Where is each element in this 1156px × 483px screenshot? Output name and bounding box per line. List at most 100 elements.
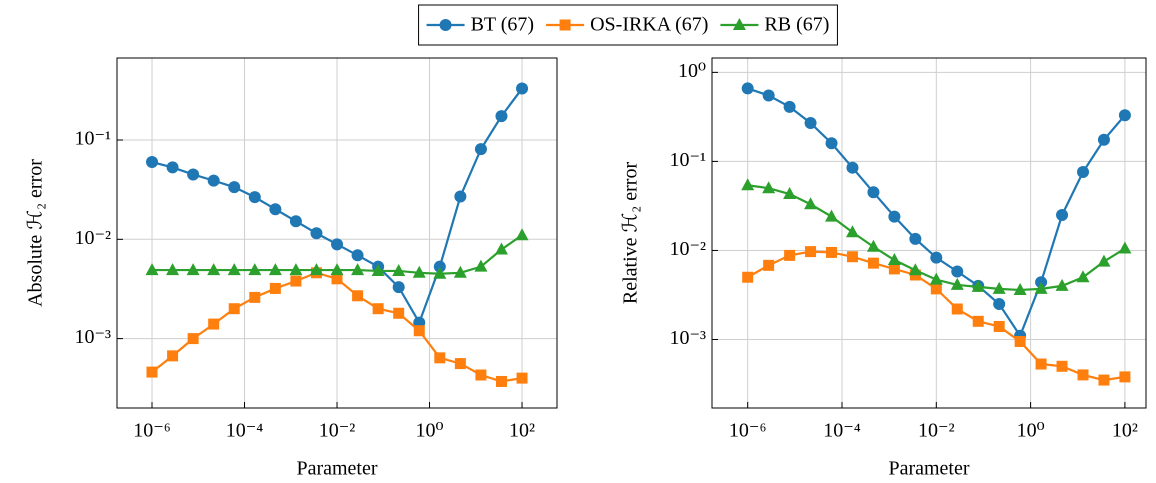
marker [846,251,858,263]
plot-frame [116,57,558,409]
marker [971,279,985,292]
marker [413,325,425,337]
marker [732,18,746,30]
marker [269,282,281,294]
marker [804,197,818,210]
y-tick-label: 10⁻² [74,227,111,249]
y-tick-label: 10⁻³ [669,327,706,349]
legend-item: RB (67) [720,14,829,36]
marker [1118,241,1132,254]
marker [992,281,1006,294]
marker [228,303,240,315]
marker [741,82,754,95]
marker [372,303,384,315]
marker [166,161,179,174]
marker [805,246,817,258]
x-tick-label: 10⁻⁶ [729,420,767,442]
marker [248,191,261,204]
marker [227,263,241,276]
x-tick-label: 10⁻² [918,420,955,442]
marker [1055,278,1069,291]
legend: BT (67) OS-IRKA (67) RB (67) [418,4,838,46]
marker [929,272,943,285]
y-axis-label: Relative ℋ₂ error [620,162,642,305]
marker [454,190,467,203]
marker [330,263,344,276]
legend-label: OS-IRKA (67) [590,14,708,36]
marker [494,242,508,255]
marker [371,263,385,276]
marker [392,281,405,294]
marker [310,227,323,240]
marker [1097,133,1110,146]
x-tick-label: 10² [509,420,535,442]
marker [392,263,406,276]
x-tick-label: 10⁻² [319,420,356,442]
legend-item: BT (67) [426,14,535,36]
marker [826,246,838,258]
marker [439,19,452,31]
marker [516,82,529,95]
marker [783,100,796,113]
marker [208,318,220,330]
y-tick-label: 10⁰ [678,60,706,82]
marker [248,263,262,276]
legend-frame [418,4,838,46]
x-tick-label: 10⁻⁴ [226,420,264,442]
legend-label: RB (67) [764,14,829,36]
marker [351,263,365,276]
marker [454,358,466,370]
marker [474,143,487,156]
marker [951,265,964,278]
marker [434,352,446,364]
marker [207,263,221,276]
marker [495,110,508,123]
marker [1097,254,1111,267]
marker [1035,358,1047,370]
marker [908,263,922,276]
marker [290,275,302,287]
marker [393,307,405,319]
marker [825,137,838,150]
marker [762,181,776,194]
legend-label: BT (67) [471,14,535,36]
x-tick-label: 10⁻⁴ [823,420,861,442]
y-tick-label: 10⁻² [669,238,706,260]
marker [825,209,839,222]
marker [207,174,220,187]
x-tick-label: 10⁻⁶ [133,420,171,442]
marker [146,366,158,378]
marker [433,260,446,273]
marker [167,350,179,362]
marker [269,203,282,216]
marker [351,249,364,262]
marker [846,161,859,174]
marker [1013,282,1027,295]
marker [845,225,859,238]
marker [331,238,344,251]
marker [741,178,755,191]
marker [186,263,200,276]
marker [146,156,159,169]
marker [972,315,984,327]
marker [804,116,817,129]
marker [1098,374,1110,386]
marker [1077,369,1089,381]
marker [1056,209,1069,222]
x-tick-label: 10⁰ [416,420,444,442]
marker [867,186,880,199]
x-tick-label: 10⁰ [1017,420,1045,442]
marker [888,210,901,223]
x-axis-label: Parameter [296,458,377,480]
marker [412,265,426,278]
marker [228,181,241,194]
marker [951,303,963,315]
marker [763,259,775,271]
y-tick-label: 10⁻¹ [74,128,111,150]
marker [909,232,922,245]
marker [433,266,447,279]
y-tick-label: 10⁻¹ [669,149,706,171]
marker [784,249,796,261]
marker [742,271,754,283]
marker [1034,281,1048,294]
